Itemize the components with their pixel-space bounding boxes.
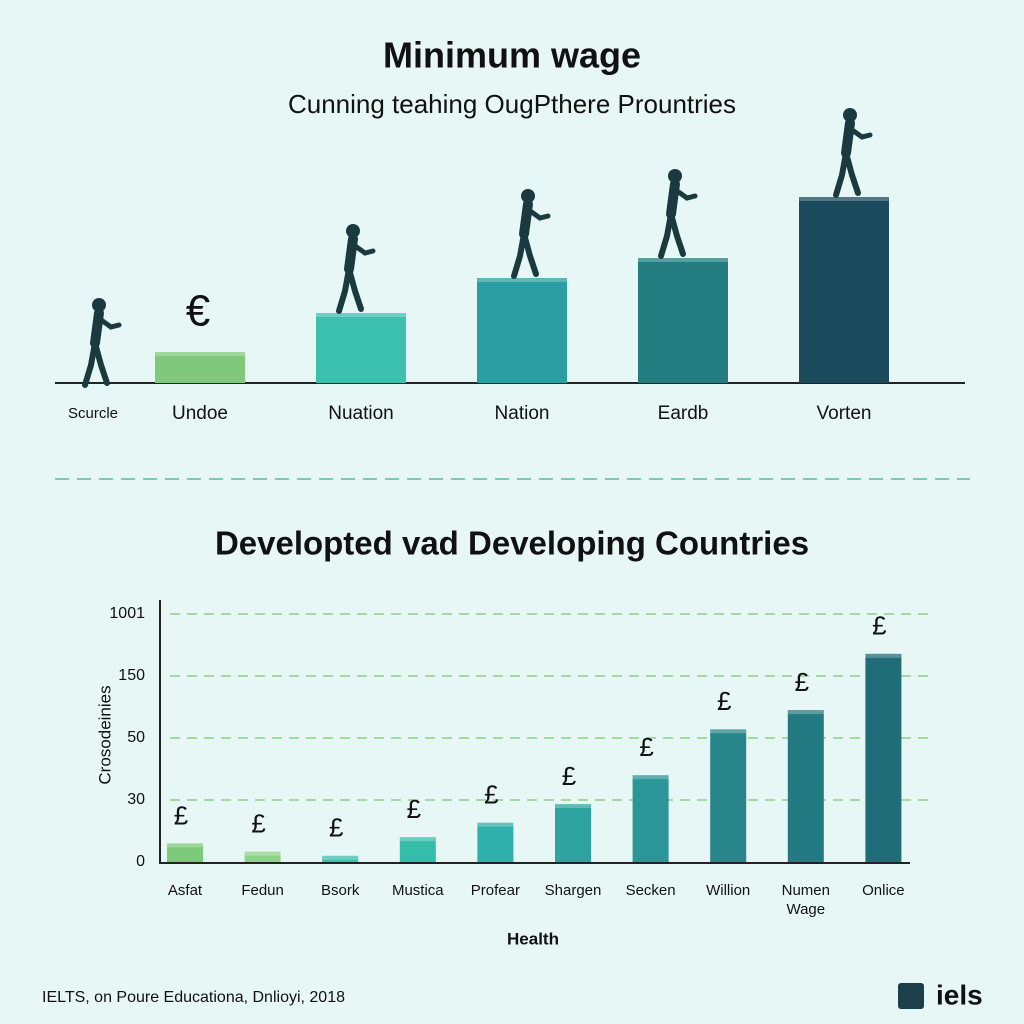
runner-figure	[658, 169, 698, 259]
bar-symbol: £	[329, 813, 344, 843]
chart-title: Developted vad Developing Countries	[215, 525, 809, 562]
bar	[555, 804, 591, 862]
bar-cap	[710, 729, 747, 734]
bar-cap	[316, 313, 406, 317]
runner-figure	[511, 189, 551, 279]
x-tick-label: Bsork	[321, 882, 360, 899]
bar	[316, 313, 406, 383]
runner-head	[92, 298, 106, 312]
bar-symbol: £	[251, 809, 266, 839]
y-tick-label: 30	[127, 791, 145, 808]
bar-symbol: £	[484, 780, 499, 810]
x-tick-label: Onlice	[862, 882, 905, 899]
x-tick-label: Undoe	[172, 403, 228, 424]
bar	[638, 258, 728, 383]
runner-legs	[336, 266, 364, 314]
bar-symbol: £	[407, 794, 422, 824]
bar	[244, 851, 281, 862]
bar-symbol: £	[795, 667, 810, 697]
bar	[399, 837, 436, 862]
bar-cap	[322, 855, 359, 860]
bar-symbol: £	[872, 611, 887, 641]
bar-cap	[638, 258, 728, 262]
bar	[787, 710, 824, 862]
runner-arms	[523, 205, 551, 221]
logo-text: iels	[936, 979, 983, 1010]
bar-annotation: €	[186, 287, 210, 336]
bar-cap	[799, 197, 889, 201]
bar	[322, 855, 359, 862]
bar	[155, 352, 245, 383]
runner-figure	[833, 108, 873, 198]
runner-arms	[348, 240, 376, 256]
runner-head	[346, 224, 360, 238]
y-tick-label: 50	[127, 729, 145, 746]
bar-cap	[477, 822, 514, 827]
x-tick-label: Willion	[706, 882, 750, 899]
chart-title: Minimum wage	[383, 35, 641, 76]
bar-cap	[865, 653, 902, 658]
runner-head	[668, 169, 682, 183]
x-tick-label: Numen Wage	[782, 882, 830, 918]
bar-symbol: £	[174, 800, 189, 830]
x-axis-label: Health	[507, 929, 559, 948]
bar-symbol: £	[639, 732, 654, 762]
logo-icon	[898, 983, 924, 1009]
x-tick-label: Secken	[626, 882, 676, 899]
x-tick-label: Scurcle	[68, 405, 118, 422]
x-tick-label: Shargen	[545, 882, 602, 899]
runner-arms	[670, 185, 698, 201]
runner-arms	[94, 314, 122, 330]
x-tick-label: Mustica	[392, 882, 444, 899]
bar-cap	[477, 278, 567, 282]
x-tick-label: Nuation	[328, 403, 394, 424]
x-tick-label: Profear	[471, 882, 520, 899]
bar-cap	[632, 775, 669, 780]
bar	[865, 653, 902, 862]
y-tick-label: 0	[136, 853, 145, 870]
runner-figure	[82, 298, 122, 388]
bar-symbol: £	[717, 686, 732, 716]
x-tick-label: Vorten	[817, 403, 872, 424]
runner-legs	[82, 340, 110, 388]
runner-legs	[833, 150, 861, 198]
bar	[167, 843, 203, 862]
bar	[710, 729, 747, 862]
runner-head	[843, 108, 857, 122]
x-tick-label: Nation	[495, 403, 550, 424]
x-tick-label: Fedun	[241, 882, 284, 899]
bar	[799, 197, 889, 383]
bar-symbol: £	[562, 761, 577, 791]
bar	[477, 278, 567, 383]
x-tick-label: Eardb	[658, 403, 709, 424]
runner-legs	[658, 211, 686, 259]
runner-legs	[511, 231, 539, 279]
bar	[632, 775, 669, 862]
runner-figure	[336, 224, 376, 314]
bar	[477, 822, 514, 862]
bar-cap	[399, 837, 436, 842]
chart-subtitle: Cunning teahing OugPthere Prountries	[288, 89, 736, 119]
bar-cap	[787, 710, 824, 715]
bar-cap	[167, 843, 203, 848]
runner-head	[521, 189, 535, 203]
y-tick-label: 1001	[109, 605, 145, 622]
x-tick-label: Asfat	[168, 882, 203, 899]
bar-cap	[555, 804, 591, 809]
runner-arms	[845, 124, 873, 140]
bar-cap	[155, 352, 245, 356]
bar-cap	[244, 851, 281, 856]
footer-source: IELTS, on Poure Educationa, Dnlioyi, 201…	[42, 989, 345, 1006]
y-axis-label: Crosodeinies	[95, 685, 114, 784]
y-tick-label: 150	[118, 667, 145, 684]
